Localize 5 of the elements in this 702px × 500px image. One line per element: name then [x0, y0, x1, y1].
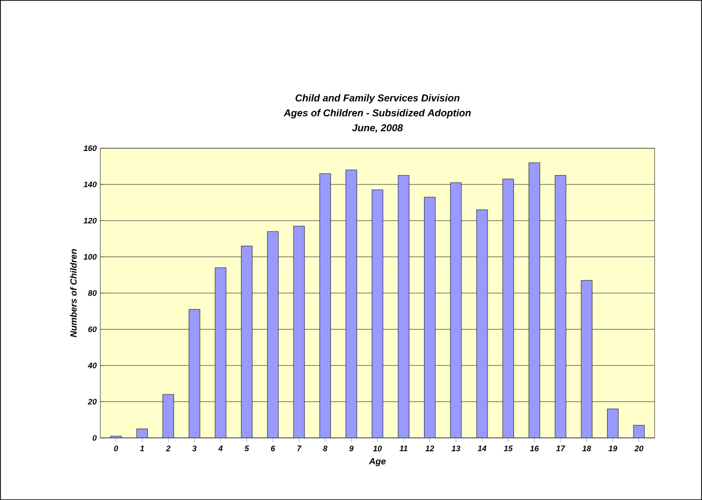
y-axis-title: Numbers of Children [70, 249, 77, 338]
x-axis-title: Age [368, 458, 386, 466]
text: June, 2008 [352, 124, 403, 133]
chart-title: Child and Family Services Division [296, 94, 460, 104]
chart-subtitle: Ages of Children - Subsidized Adoption [284, 108, 471, 118]
